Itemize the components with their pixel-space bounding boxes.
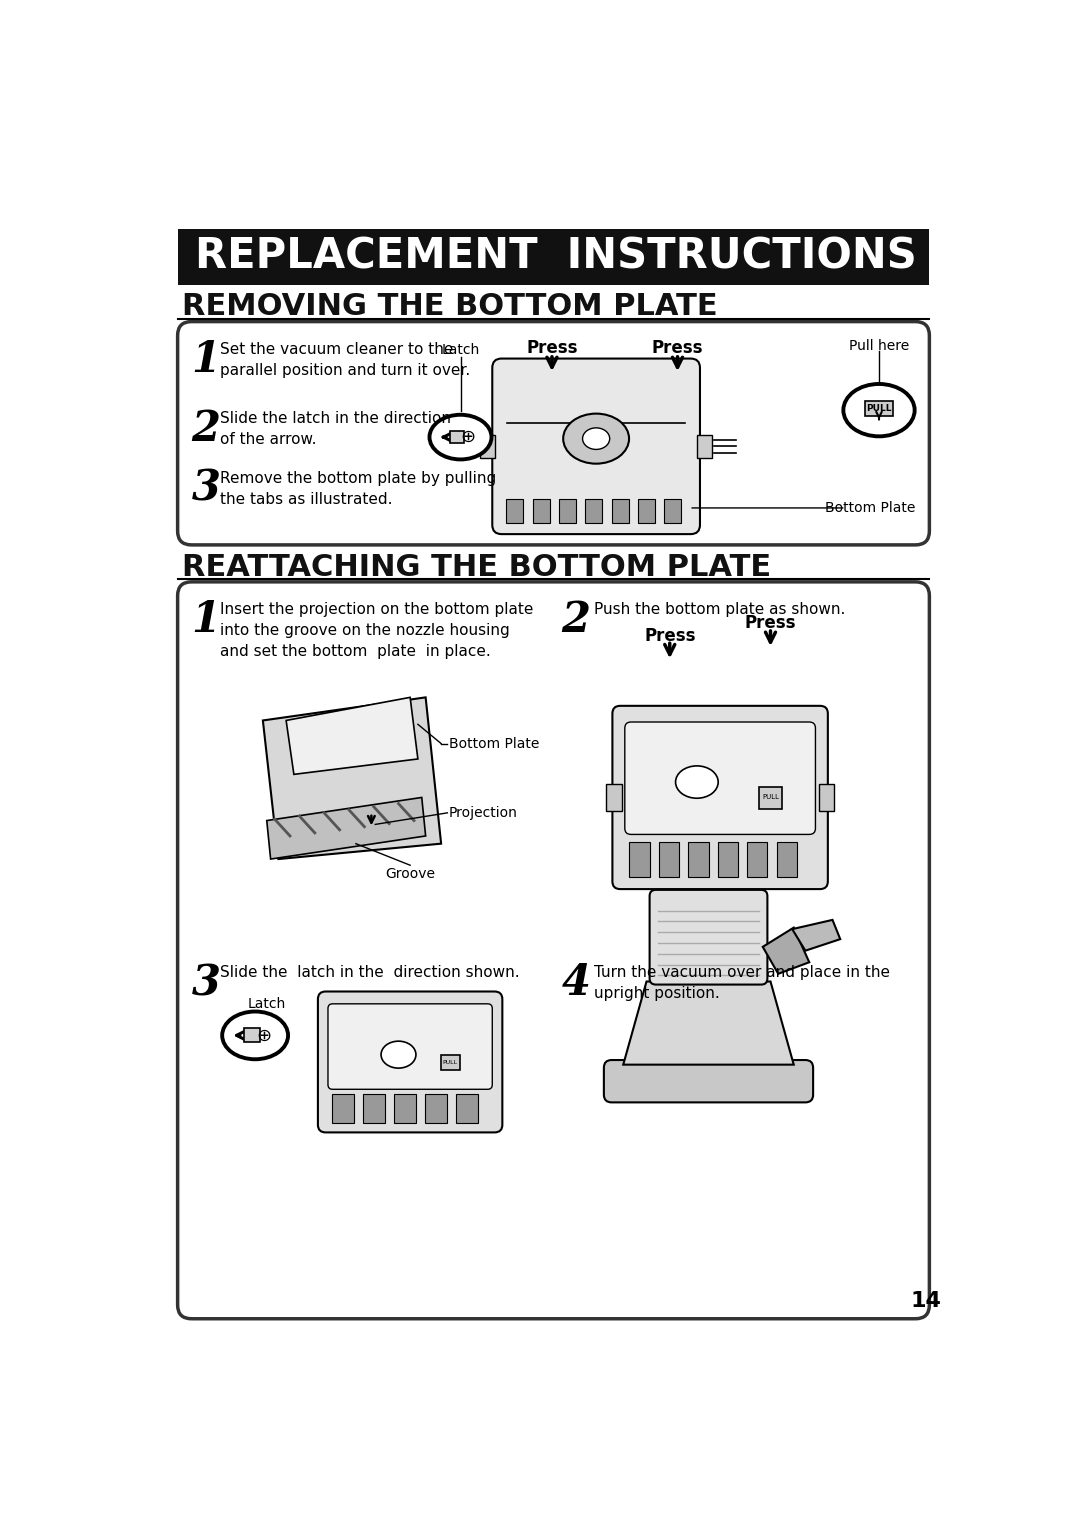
Bar (759, 787, 782, 808)
Text: 1: 1 (191, 339, 220, 381)
Bar (718, 842, 738, 877)
Text: Press: Press (526, 339, 578, 357)
Ellipse shape (563, 413, 629, 464)
Text: 4: 4 (562, 962, 591, 1005)
Text: 2: 2 (191, 407, 220, 450)
Bar (606, 784, 622, 811)
Bar (865, 401, 893, 416)
Bar (424, 1093, 446, 1124)
Polygon shape (286, 697, 418, 775)
Text: 3: 3 (191, 468, 220, 509)
Ellipse shape (222, 1011, 288, 1060)
Text: REATTACHING THE BOTTOM PLATE: REATTACHING THE BOTTOM PLATE (181, 552, 771, 581)
Text: Projection: Projection (449, 805, 517, 820)
Bar (611, 499, 629, 523)
Text: Push the bottom plate as shown.: Push the bottom plate as shown. (594, 602, 846, 618)
Text: Latch: Latch (247, 997, 285, 1011)
Bar (332, 1093, 353, 1124)
Text: Groove: Groove (386, 866, 435, 881)
Bar (664, 499, 681, 523)
Ellipse shape (843, 384, 915, 436)
Bar (688, 842, 708, 877)
Text: Press: Press (745, 615, 796, 633)
FancyBboxPatch shape (177, 583, 930, 1319)
Text: Pull here: Pull here (849, 339, 909, 352)
Text: ⊕: ⊕ (257, 1026, 272, 1045)
Ellipse shape (430, 415, 491, 459)
Text: Slide the latch in the direction
of the arrow.: Slide the latch in the direction of the … (220, 410, 451, 447)
Bar (585, 499, 603, 523)
Bar (697, 435, 713, 457)
Ellipse shape (676, 766, 718, 798)
Polygon shape (762, 927, 809, 974)
Bar (747, 842, 768, 877)
Text: Slide the  latch in the  direction shown.: Slide the latch in the direction shown. (220, 965, 519, 981)
Text: Set the vacuum cleaner to the
parallel position and turn it over.: Set the vacuum cleaner to the parallel p… (220, 342, 471, 378)
Bar (441, 1055, 460, 1071)
Ellipse shape (381, 1042, 416, 1068)
Bar (394, 1093, 416, 1124)
Text: REMOVING THE BOTTOM PLATE: REMOVING THE BOTTOM PLATE (181, 293, 717, 322)
Text: Latch: Latch (442, 343, 480, 357)
Bar (559, 499, 576, 523)
FancyBboxPatch shape (492, 358, 700, 534)
Bar (363, 1093, 384, 1124)
FancyBboxPatch shape (612, 706, 828, 889)
FancyBboxPatch shape (177, 322, 930, 544)
Text: PULL: PULL (866, 404, 892, 413)
Bar (244, 1028, 260, 1042)
Bar (777, 842, 797, 877)
Bar (449, 432, 463, 444)
Polygon shape (267, 798, 426, 859)
Bar (819, 784, 834, 811)
Bar (177, 229, 930, 285)
Text: ⊕: ⊕ (461, 429, 476, 447)
Ellipse shape (582, 429, 610, 450)
FancyBboxPatch shape (328, 1003, 492, 1089)
Text: PULL: PULL (762, 795, 779, 801)
Text: PULL: PULL (443, 1060, 458, 1064)
Bar (659, 842, 679, 877)
Text: Turn the vacuum over and place in the
upright position.: Turn the vacuum over and place in the up… (594, 965, 890, 1002)
Text: 2: 2 (562, 599, 591, 640)
Polygon shape (623, 982, 794, 1064)
Bar (638, 499, 656, 523)
Polygon shape (793, 920, 840, 950)
Text: Bottom Plate: Bottom Plate (825, 500, 916, 515)
Text: Insert the projection on the bottom plate
into the groove on the nozzle housing
: Insert the projection on the bottom plat… (220, 602, 534, 659)
Bar (532, 499, 550, 523)
Bar (507, 499, 524, 523)
Text: Remove the bottom plate by pulling
the tabs as illustrated.: Remove the bottom plate by pulling the t… (220, 471, 497, 506)
Polygon shape (262, 697, 441, 859)
Text: Press: Press (651, 339, 703, 357)
Bar (456, 1093, 477, 1124)
Text: REPLACEMENT  INSTRUCTIONS: REPLACEMENT INSTRUCTIONS (194, 236, 917, 278)
Text: Bottom Plate: Bottom Plate (449, 737, 539, 750)
Text: 1: 1 (191, 599, 220, 640)
Text: 14: 14 (910, 1292, 941, 1312)
Text: Press: Press (644, 627, 696, 645)
FancyBboxPatch shape (318, 991, 502, 1133)
FancyBboxPatch shape (604, 1060, 813, 1103)
Text: 3: 3 (191, 962, 220, 1005)
Bar (480, 435, 496, 457)
Bar (630, 842, 649, 877)
FancyBboxPatch shape (625, 721, 815, 834)
FancyBboxPatch shape (649, 891, 768, 985)
